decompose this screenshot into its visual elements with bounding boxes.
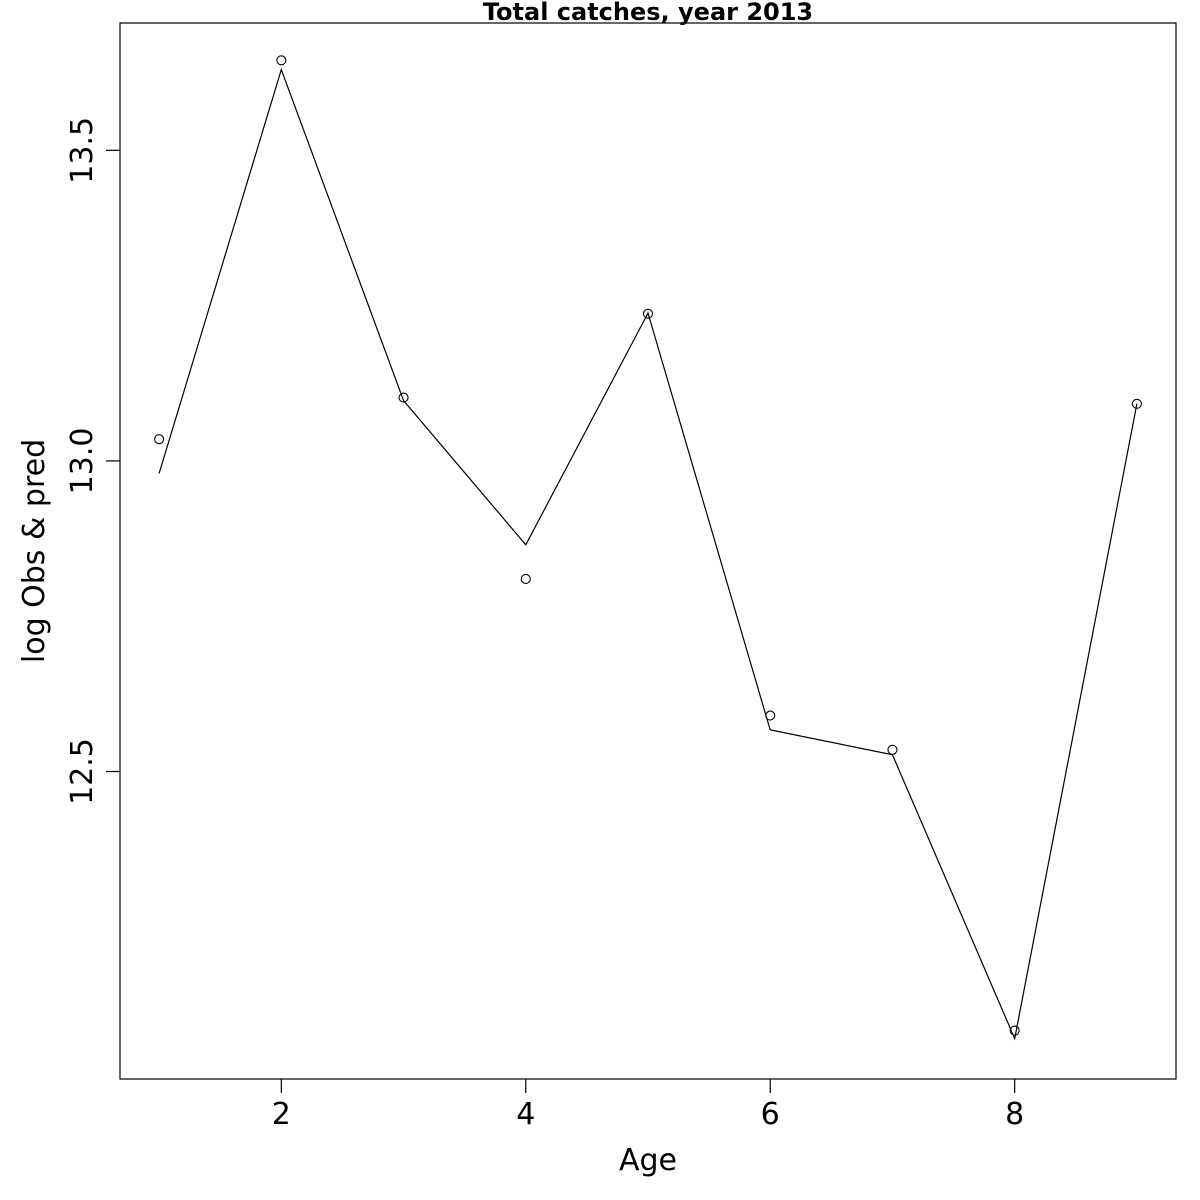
observed-point bbox=[887, 744, 898, 755]
y-axis: 12.5 13.0 13.5 bbox=[65, 117, 120, 805]
observed-point bbox=[765, 710, 776, 721]
x-tick-label: 2 bbox=[272, 1097, 291, 1132]
observed-point bbox=[1009, 1025, 1020, 1036]
observed-point bbox=[276, 55, 287, 66]
plot-frame bbox=[119, 22, 1177, 1080]
y-axis-label: log Obs & pred bbox=[17, 439, 52, 663]
x-axis: 2 4 6 8 bbox=[272, 1079, 1024, 1132]
observed-point bbox=[642, 308, 654, 319]
observed-point bbox=[398, 392, 409, 403]
observed-point bbox=[154, 434, 165, 445]
chart-title: Total catches, year 2013 bbox=[483, 0, 813, 26]
observed-point bbox=[520, 573, 531, 585]
y-tick-label: 13.0 bbox=[65, 428, 100, 495]
y-tick-label: 13.5 bbox=[65, 117, 100, 184]
predicted-series-line bbox=[158, 67, 1138, 1041]
x-tick-label: 4 bbox=[516, 1097, 535, 1132]
x-tick-label: 8 bbox=[1005, 1097, 1024, 1132]
observed-series-points bbox=[154, 55, 1142, 1036]
y-tick-label: 12.5 bbox=[65, 738, 100, 805]
observed-point bbox=[1131, 398, 1142, 409]
x-tick-label: 6 bbox=[761, 1097, 780, 1132]
x-axis-label: Age bbox=[619, 1143, 677, 1178]
